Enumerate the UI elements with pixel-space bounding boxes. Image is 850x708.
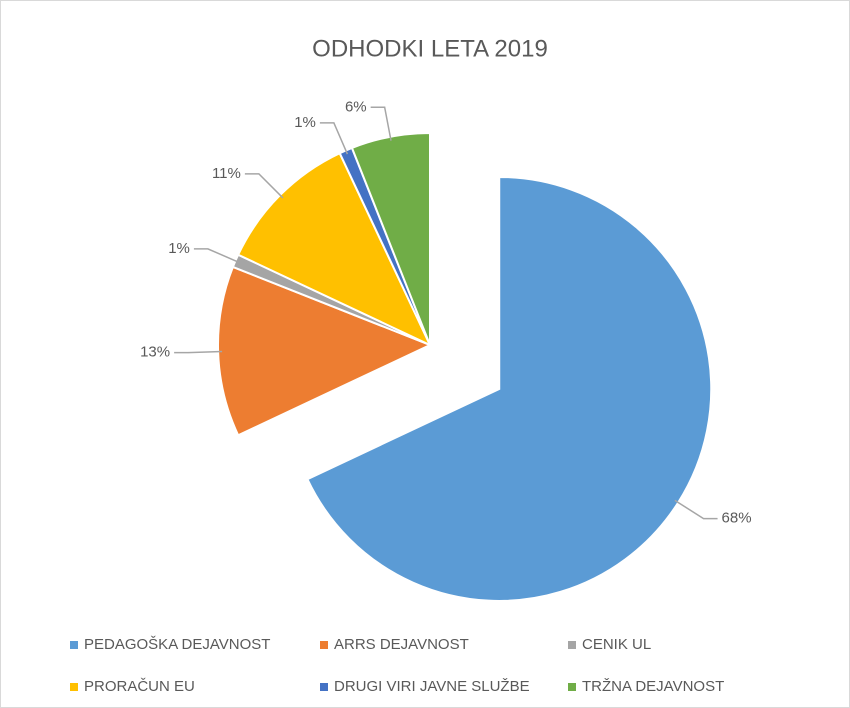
- data-label: 68%: [722, 510, 752, 527]
- leader-line: [244, 173, 284, 199]
- legend-label: TRŽNA DEJAVNOST: [582, 678, 724, 695]
- legend-label: DRUGI VIRI JAVNE SLUŽBE: [334, 678, 530, 695]
- leader-line: [174, 350, 223, 354]
- leader-line: [674, 499, 718, 520]
- leader-line: [193, 248, 240, 264]
- legend-swatch: [568, 683, 576, 691]
- legend-label: PRORAČUN EU: [84, 678, 195, 695]
- data-label: 13%: [140, 344, 170, 361]
- legend-swatch: [70, 683, 78, 691]
- data-label: 1%: [294, 114, 316, 131]
- leader-line: [370, 106, 392, 141]
- legend-swatch: [568, 641, 576, 649]
- leader-line: [319, 122, 349, 155]
- legend-label: PEDAGOŠKA DEJAVNOST: [84, 636, 270, 653]
- data-label: 11%: [212, 165, 241, 182]
- legend-swatch: [320, 641, 328, 649]
- chart-title: ODHODKI LETA 2019: [312, 35, 548, 62]
- legend-label: ARRS DEJAVNOST: [334, 636, 469, 653]
- data-label: 6%: [345, 98, 367, 115]
- legend-label: CENIK UL: [582, 636, 651, 653]
- data-label: 1%: [168, 240, 190, 257]
- legend-swatch: [320, 683, 328, 691]
- legend-swatch: [70, 641, 78, 649]
